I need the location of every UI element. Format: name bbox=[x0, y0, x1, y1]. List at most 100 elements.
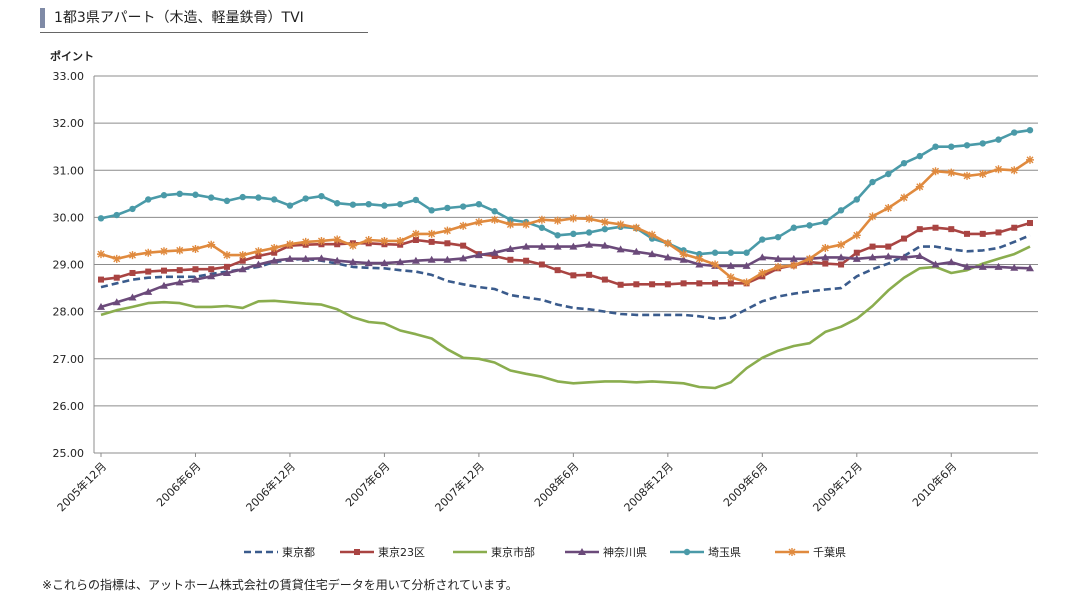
legend-item: 東京23区 bbox=[340, 545, 425, 559]
data-point bbox=[695, 254, 704, 263]
data-point bbox=[649, 281, 656, 288]
data-point bbox=[129, 205, 136, 213]
data-point bbox=[443, 226, 452, 235]
series-line bbox=[100, 245, 1031, 390]
legend-item: 千葉県 bbox=[775, 545, 846, 559]
data-point bbox=[459, 221, 468, 230]
data-point bbox=[271, 196, 278, 203]
data-point bbox=[411, 256, 420, 264]
data-point bbox=[1026, 155, 1034, 164]
data-point bbox=[570, 272, 577, 279]
x-tick-label: 2007年6月 bbox=[342, 459, 392, 509]
data-point bbox=[648, 230, 657, 239]
data-point bbox=[1011, 224, 1018, 231]
data-point bbox=[696, 280, 703, 287]
data-point bbox=[475, 200, 483, 208]
data-point bbox=[254, 247, 263, 256]
data-point bbox=[554, 267, 561, 274]
data-point bbox=[931, 260, 940, 268]
legend-label: 東京都 bbox=[282, 545, 315, 559]
data-point bbox=[664, 281, 671, 288]
data-point bbox=[868, 212, 877, 221]
data-point bbox=[821, 253, 830, 261]
data-point bbox=[853, 249, 860, 256]
y-tick-label: 25.00 bbox=[53, 447, 85, 460]
data-point bbox=[570, 230, 577, 238]
data-point bbox=[334, 241, 341, 248]
data-point bbox=[381, 202, 388, 209]
data-point bbox=[586, 271, 593, 278]
data-point bbox=[679, 255, 688, 263]
data-point bbox=[979, 230, 986, 237]
data-point bbox=[207, 272, 216, 280]
data-point bbox=[695, 260, 704, 268]
data-point bbox=[995, 136, 1002, 143]
data-point bbox=[931, 167, 940, 176]
data-point bbox=[758, 253, 767, 261]
data-point bbox=[964, 230, 971, 237]
data-point bbox=[978, 170, 987, 179]
data-point bbox=[947, 258, 956, 266]
data-point bbox=[176, 190, 183, 198]
data-point bbox=[712, 280, 719, 287]
data-point bbox=[916, 226, 923, 233]
data-point bbox=[459, 254, 468, 262]
data-point bbox=[978, 262, 987, 270]
data-point bbox=[789, 254, 798, 262]
series-3 bbox=[100, 245, 1031, 390]
data-point bbox=[900, 193, 909, 202]
data-point bbox=[948, 226, 955, 233]
data-point bbox=[711, 260, 720, 269]
data-point bbox=[837, 253, 846, 261]
data-point bbox=[318, 192, 325, 200]
data-point bbox=[522, 220, 531, 229]
data-point bbox=[522, 242, 531, 250]
data-point bbox=[727, 249, 735, 256]
data-point bbox=[444, 240, 451, 247]
data-point bbox=[600, 218, 609, 227]
data-point bbox=[932, 224, 939, 231]
data-point bbox=[285, 240, 294, 249]
legend-label: 埼玉県 bbox=[708, 545, 741, 559]
legend-marker bbox=[354, 549, 360, 555]
data-point bbox=[238, 265, 247, 273]
data-point bbox=[411, 229, 420, 238]
data-point bbox=[129, 269, 136, 276]
data-point bbox=[175, 278, 184, 286]
x-tick-label: 2010年6月 bbox=[909, 459, 959, 509]
data-point bbox=[774, 233, 782, 241]
data-point bbox=[208, 194, 215, 201]
y-tick-label: 27.00 bbox=[53, 353, 85, 366]
data-point bbox=[632, 223, 641, 232]
data-point bbox=[679, 250, 688, 259]
data-point bbox=[995, 229, 1002, 236]
data-point bbox=[554, 232, 561, 239]
data-point bbox=[885, 170, 892, 178]
data-point bbox=[348, 258, 357, 266]
data-point bbox=[271, 249, 278, 256]
data-point bbox=[333, 235, 342, 244]
data-point bbox=[490, 248, 499, 256]
data-point bbox=[222, 251, 231, 260]
legend-item: 東京都 bbox=[244, 545, 315, 559]
data-point bbox=[506, 244, 515, 252]
y-tick-label: 26.00 bbox=[53, 400, 85, 413]
footnote: ※これらの指標は、アットホーム株式会社の賃貸住宅データを用いて分析されています。 bbox=[42, 578, 518, 592]
data-point bbox=[128, 251, 137, 260]
data-point bbox=[286, 202, 294, 209]
data-point bbox=[474, 251, 483, 259]
data-point bbox=[113, 211, 120, 219]
data-point bbox=[191, 244, 200, 253]
data-point bbox=[916, 152, 923, 160]
series-4 bbox=[97, 240, 1034, 310]
data-point bbox=[192, 266, 199, 273]
data-point bbox=[1011, 129, 1018, 136]
data-point bbox=[145, 268, 152, 275]
data-point bbox=[349, 201, 357, 208]
data-point bbox=[491, 253, 498, 260]
data-point bbox=[569, 242, 578, 250]
data-point bbox=[852, 254, 861, 262]
data-point bbox=[601, 276, 608, 283]
data-point bbox=[726, 273, 735, 282]
x-tick-label: 2009年12月 bbox=[810, 459, 865, 514]
